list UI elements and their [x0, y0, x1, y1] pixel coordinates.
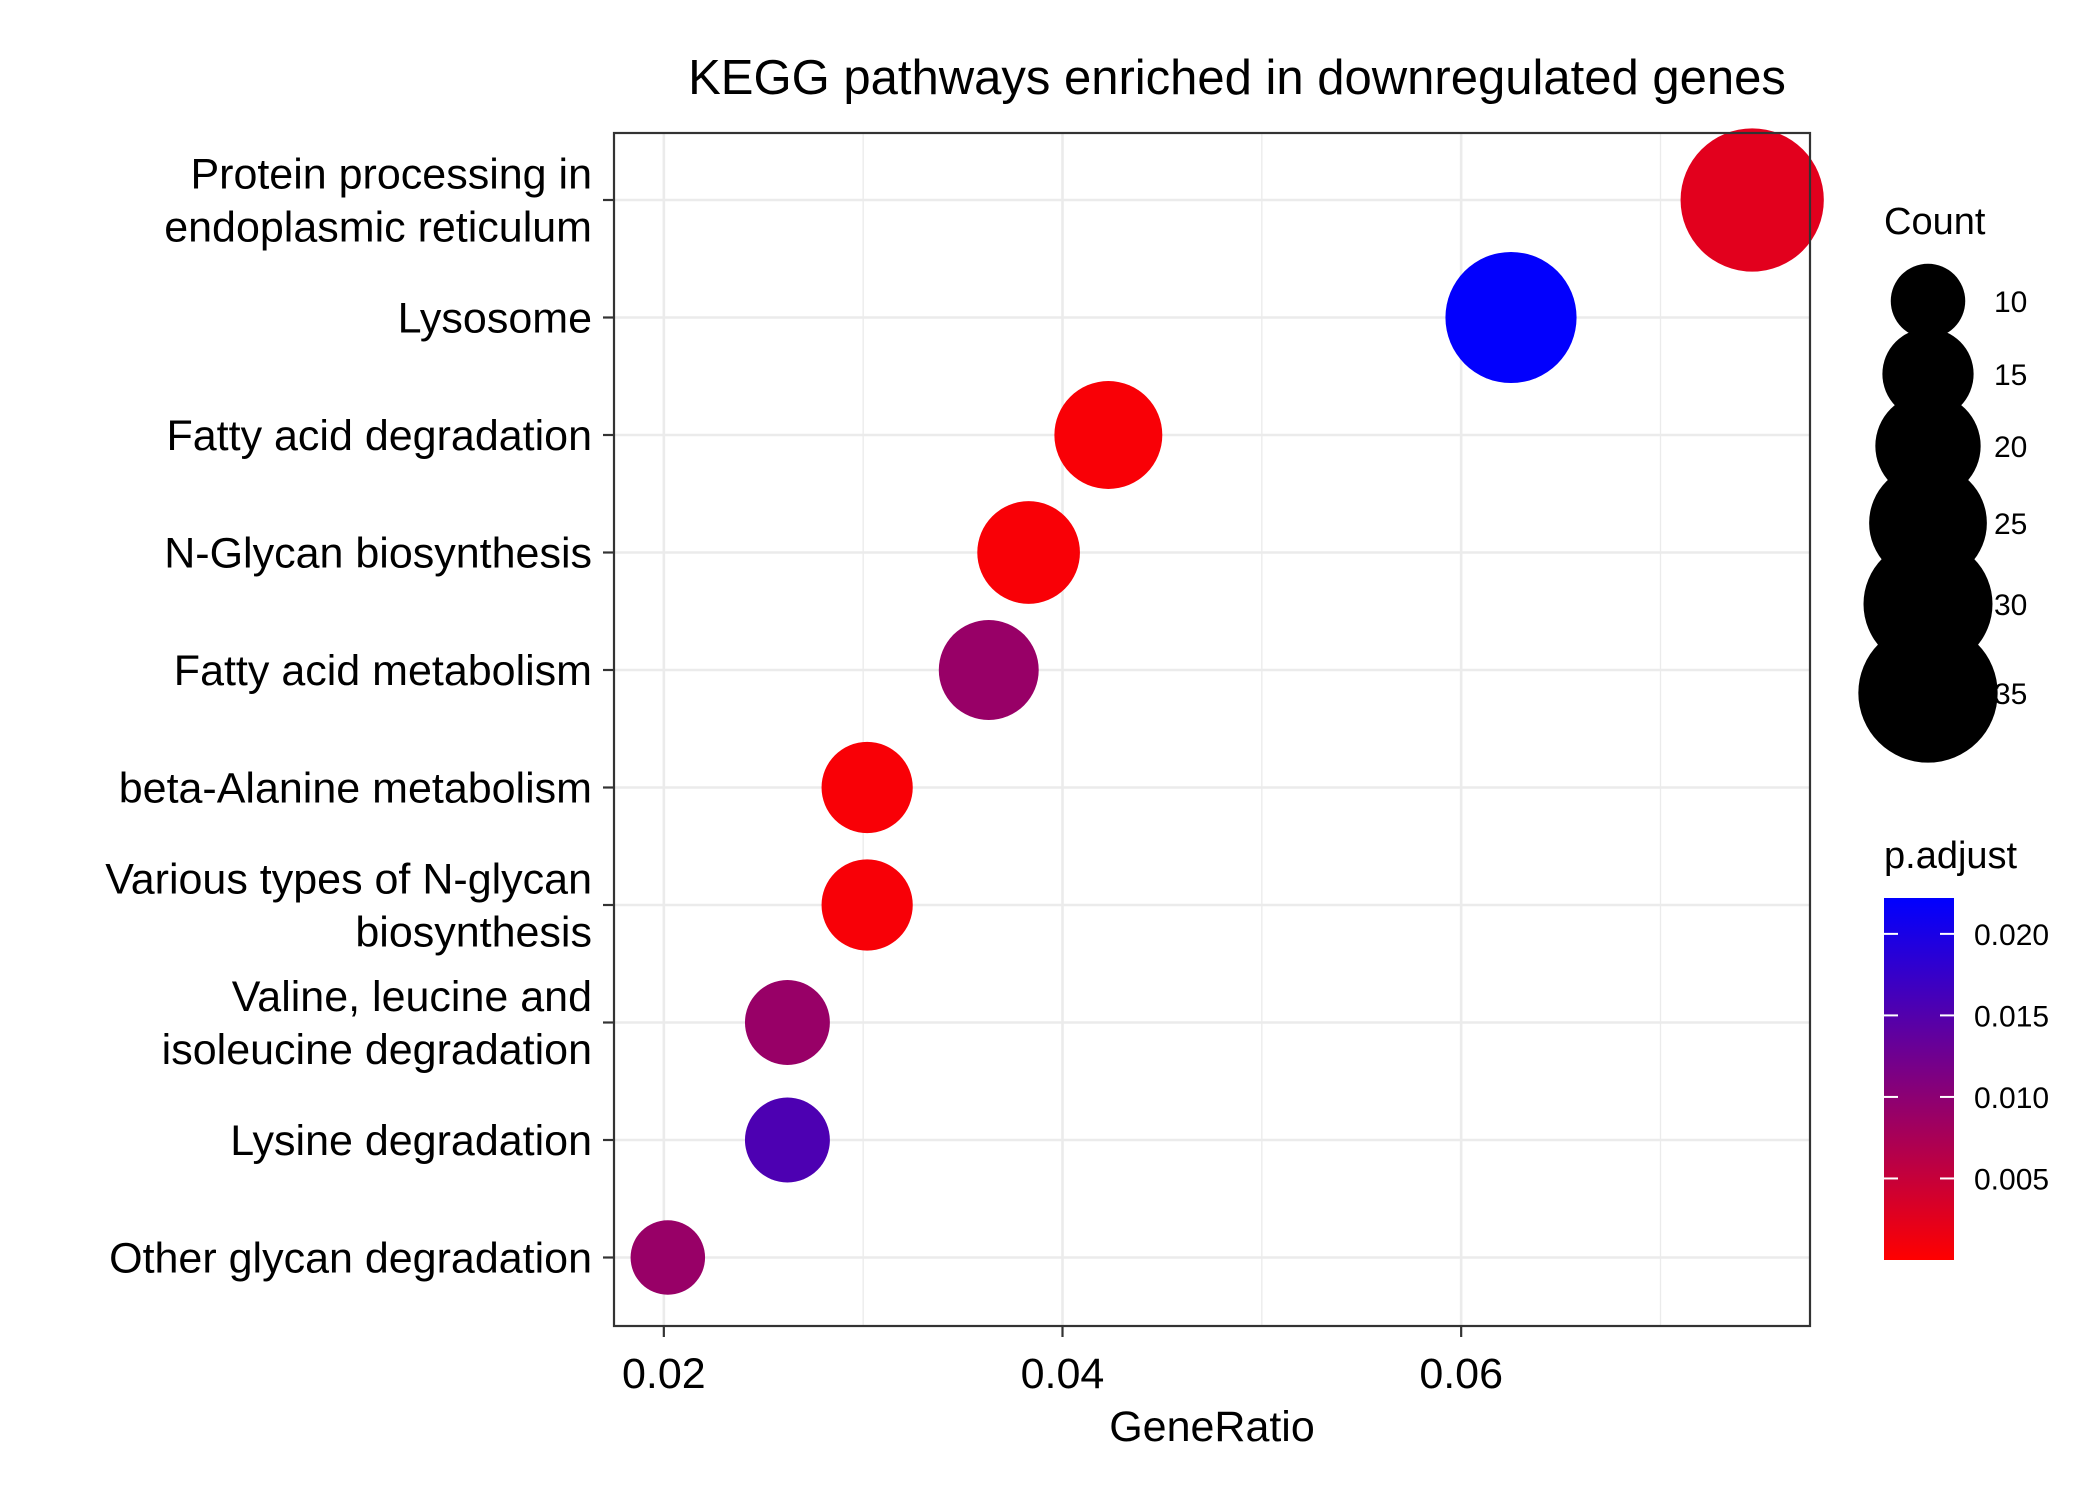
data-point: [938, 620, 1039, 720]
y-tick-label: beta-Alanine metabolism: [119, 765, 592, 813]
data-point: [744, 1097, 830, 1183]
color-bar: [1884, 898, 1954, 1260]
color-legend-label: 0.015: [1974, 1000, 2049, 1033]
chart-title: KEGG pathways enriched in downregulated …: [688, 51, 1786, 105]
x-tick-label: 0.02: [622, 1350, 706, 1398]
size-legend: Count 10 15 20 25 30 35: [1858, 201, 2027, 763]
data-point: [1054, 381, 1163, 489]
color-legend-label: 0.020: [1974, 919, 2049, 952]
size-legend-title: Count: [1884, 201, 1986, 243]
color-legend: p.adjust 0.005 0.010 0.015 0.020: [1884, 835, 2049, 1260]
size-legend-label: 15: [1994, 359, 2027, 392]
y-tick-label: Various types of N-glycan biosynthesis: [105, 856, 592, 957]
y-tick-label: Lysosome: [398, 295, 592, 343]
y-axis: Protein processing in endoplasmic reticul…: [105, 151, 614, 1283]
panel-border: [612, 131, 1812, 1328]
size-legend-key: [1882, 328, 1974, 420]
y-tick-label: Fatty acid degradation: [167, 412, 593, 460]
x-axis: 0.02 0.04 0.06: [622, 1326, 1503, 1398]
x-axis-title: GeneRatio: [1109, 1403, 1315, 1451]
size-legend-label: 30: [1994, 589, 2027, 622]
data-point: [821, 741, 913, 834]
data-point: [1680, 128, 1824, 272]
color-legend-title: p.adjust: [1884, 835, 2018, 877]
grid-lines: [614, 133, 1810, 1326]
x-tick-label: 0.06: [1419, 1350, 1503, 1398]
size-legend-label: 20: [1994, 431, 2027, 464]
size-legend-label: 10: [1994, 286, 2027, 319]
y-tick-label: Lysine degradation: [230, 1117, 592, 1165]
y-tick-label: Fatty acid metabolism: [174, 647, 592, 695]
size-legend-key: [1890, 263, 1966, 339]
y-tick-label: Other glycan degradation: [109, 1235, 592, 1283]
data-point: [744, 980, 830, 1065]
size-legend-key: [1858, 623, 1998, 763]
size-legend-label: 35: [1994, 678, 2027, 711]
data-point: [977, 501, 1080, 604]
y-tick-label: Valine, leucine and isoleucine degradatio…: [162, 973, 592, 1074]
y-tick-label: Protein processing in endoplasmic reticul…: [164, 151, 592, 252]
data-point: [821, 859, 913, 951]
color-legend-label: 0.010: [1974, 1082, 2049, 1115]
data-point: [1445, 251, 1577, 384]
color-legend-label: 0.005: [1974, 1163, 2049, 1196]
size-legend-label: 25: [1994, 508, 2027, 541]
y-tick-label: N-Glycan biosynthesis: [164, 530, 592, 578]
data-point: [630, 1220, 706, 1295]
data-points: [630, 128, 1824, 1295]
x-tick-label: 0.04: [1021, 1350, 1105, 1398]
